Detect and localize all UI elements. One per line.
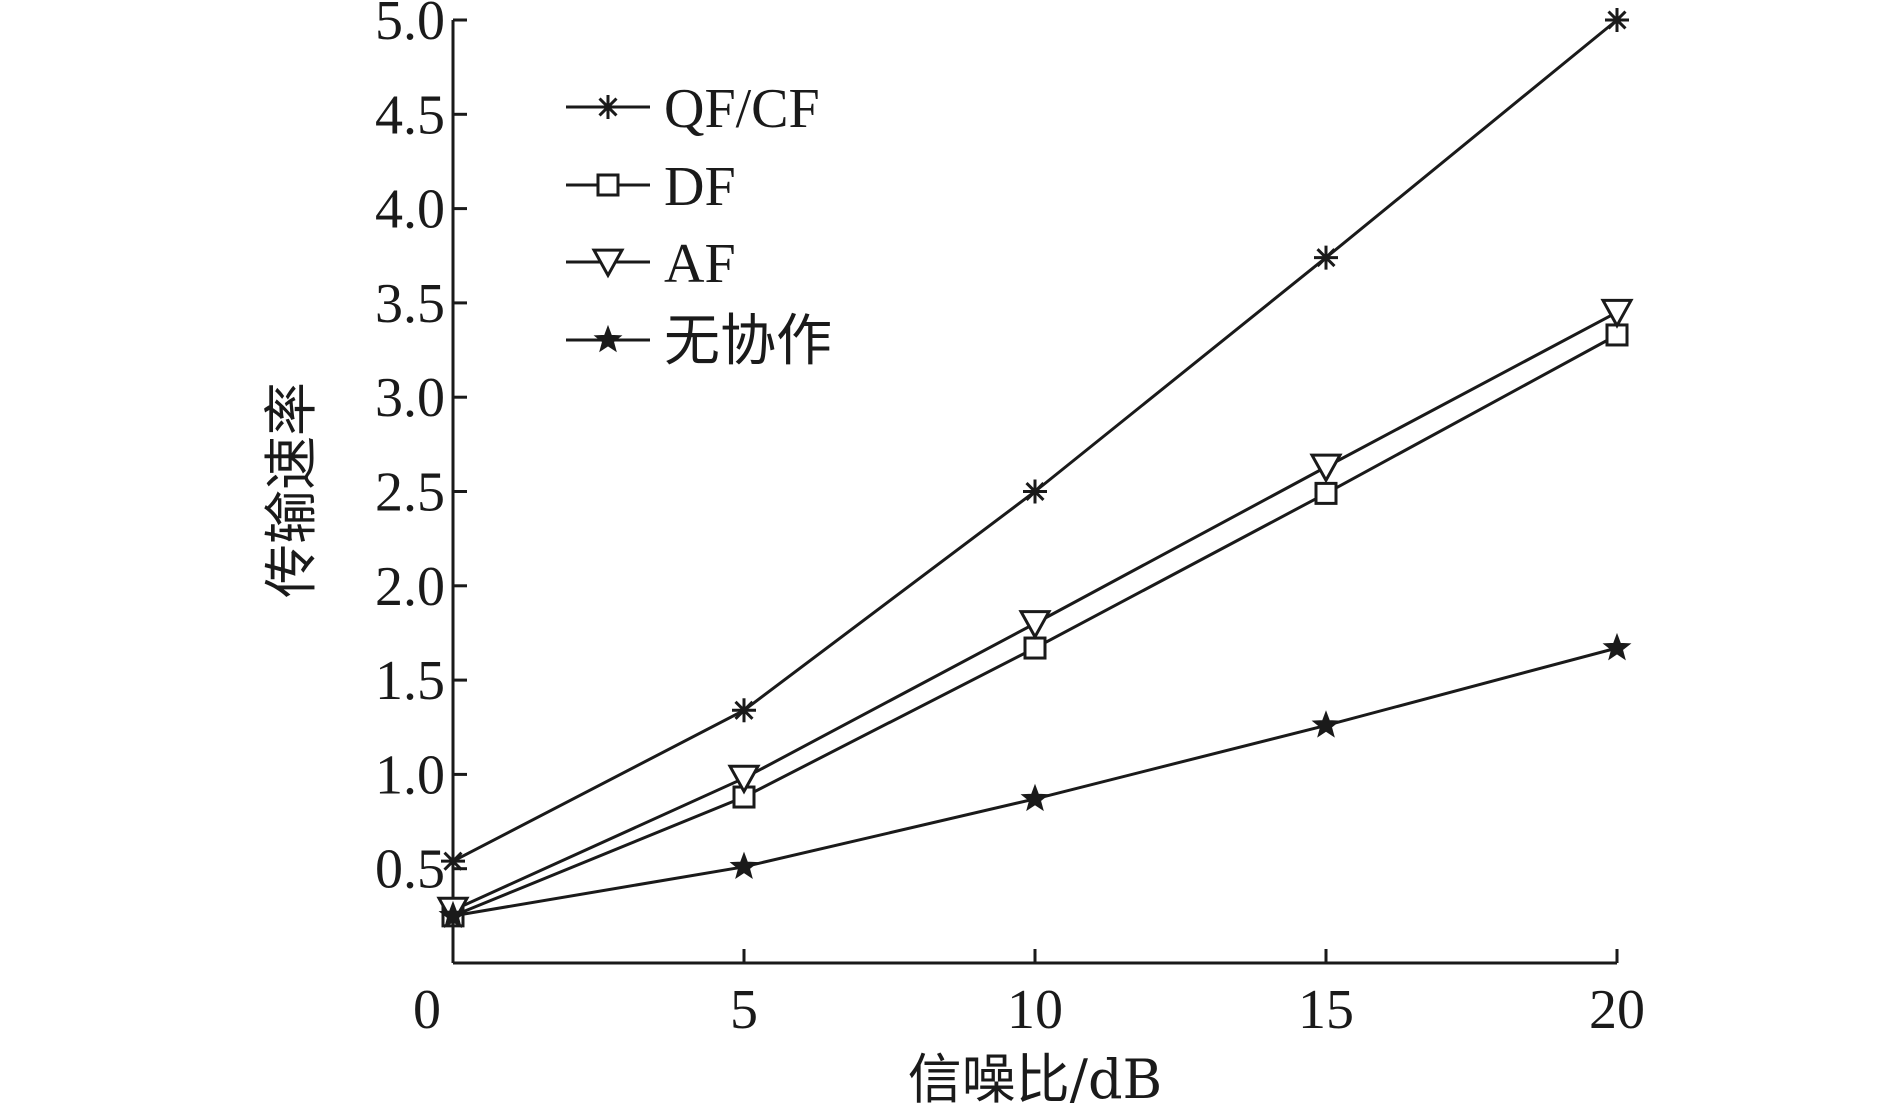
y-tick-label: 4.0: [375, 179, 445, 241]
data-point: [1018, 610, 1052, 640]
y-tick-label: 3.5: [375, 273, 445, 335]
legend-label: AF: [664, 233, 736, 295]
y-tick-label: 1.5: [375, 650, 445, 712]
x-tick-label: 0: [413, 979, 441, 1041]
data-point: [1600, 298, 1634, 329]
y-tick-label: 4.5: [375, 84, 445, 146]
x-tick-label: 5: [730, 979, 758, 1041]
series-4: [438, 632, 1632, 929]
data-point: [1309, 453, 1343, 484]
y-axis-title: 传输速率: [260, 382, 323, 598]
x-tick-label: 20: [1589, 979, 1645, 1041]
data-point: [732, 698, 756, 723]
data-point: [441, 849, 465, 874]
x-axis-title: 信噪比/dB: [908, 1048, 1162, 1111]
y-tick-label: 3.0: [375, 367, 445, 429]
legend-label: QF/CF: [664, 78, 820, 140]
data-point: [729, 851, 759, 880]
data-point: [727, 764, 761, 795]
legend-marker: [596, 173, 620, 197]
data-point: [1314, 245, 1338, 270]
legend-item: 无协作: [566, 311, 832, 373]
data-point: [1605, 8, 1629, 32]
legend-item: DF: [566, 156, 736, 218]
data-point: [1602, 632, 1632, 661]
legend-label: DF: [664, 156, 736, 218]
legend-item: AF: [566, 233, 736, 295]
series-layer: [436, 8, 1634, 929]
series-1: [441, 8, 1629, 874]
y-tick-label: 2.0: [375, 556, 445, 618]
data-point: [438, 900, 468, 929]
y-tick-label: 2.5: [375, 462, 445, 524]
data-point: [1314, 481, 1338, 505]
y-tick-label: 1.0: [375, 744, 445, 806]
data-point: [1020, 783, 1050, 812]
x-tick-label: 10: [1007, 979, 1063, 1041]
y-tick-label: 0.5: [375, 839, 445, 901]
data-point: [1311, 710, 1341, 738]
legend-label: 无协作: [664, 311, 832, 373]
legend-item: QF/CF: [566, 78, 820, 140]
data-point: [1023, 479, 1047, 504]
series-line: [452, 18, 1618, 863]
series-3: [436, 298, 1634, 927]
y-tick-label: 5.0: [375, 0, 445, 52]
legend: QF/CF DF AF 无协作: [566, 78, 832, 373]
x-tick-label: 15: [1298, 979, 1354, 1041]
legend-marker: [593, 324, 623, 353]
legend-marker: [591, 248, 625, 279]
data-point: [1023, 636, 1047, 660]
legend-marker: [596, 95, 620, 119]
series-line: [452, 646, 1618, 918]
axes: 0.5 1.0 1.5 2.0 2.5 3.0 3.5 4.0 4.5 5.0 0 5 10 15 20: [375, 0, 1645, 1041]
